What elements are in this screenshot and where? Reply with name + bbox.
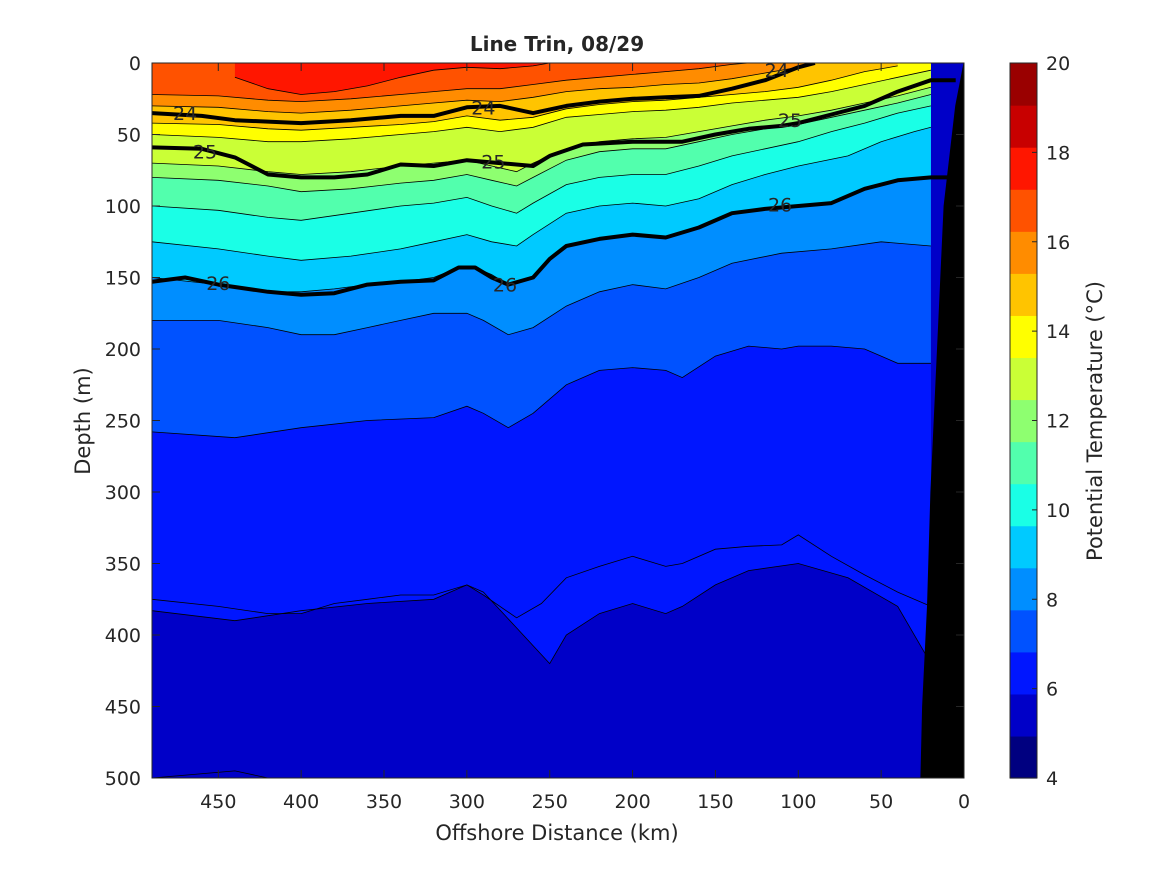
- y-tick-label: 400: [105, 625, 141, 647]
- colorbar-tick-label: 10: [1046, 500, 1070, 522]
- chart-title: Line Trin, 08/29: [470, 32, 644, 56]
- density-contour-25: [152, 78, 956, 180]
- isotherm-line-0: [152, 770, 269, 778]
- colorbar-segment: [1010, 693, 1037, 737]
- colorbar-label: Potential Temperature (°C): [1083, 281, 1107, 561]
- colorbar-segment: [1010, 609, 1037, 653]
- bathymetry-wedge: [920, 63, 964, 778]
- density-contour-label: 25: [481, 152, 505, 174]
- isotherm-line-12: [152, 63, 816, 114]
- colorbar-segment: [1010, 525, 1037, 569]
- isotherm-line-2: [152, 534, 932, 622]
- density-contour-label: 24: [765, 60, 789, 82]
- isotherm-line-7: [152, 105, 931, 221]
- x-tick-label: 450: [200, 791, 236, 813]
- x-tick-label: 100: [780, 791, 816, 813]
- density-contour-label: 26: [206, 273, 230, 295]
- colorbar-segment: [1010, 231, 1037, 274]
- y-tick-label: 0: [129, 53, 141, 75]
- isotherm-line-13: [152, 63, 749, 103]
- colorbar-segment: [1010, 567, 1037, 611]
- y-axis-label: Depth (m): [71, 367, 95, 474]
- colorbar-segment: [1010, 105, 1037, 148]
- density-contour-label: 25: [778, 110, 802, 132]
- colorbar-segment: [1010, 357, 1037, 401]
- x-tick-label: 200: [614, 791, 650, 813]
- density-contour-label: 24: [471, 97, 495, 119]
- isotherm-line-6: [152, 126, 932, 261]
- colorbar-segment: [1010, 735, 1037, 779]
- colorbar-tick-label: 12: [1046, 411, 1070, 433]
- density-contour-label: 25: [193, 142, 217, 164]
- colorbar-segment: [1010, 189, 1037, 232]
- colorbar-segment: [1010, 147, 1037, 190]
- colorbar-segment: [1010, 483, 1037, 527]
- y-tick-label: 300: [105, 482, 141, 504]
- colorbar-tick-label: 4: [1046, 768, 1058, 790]
- y-tick-label: 500: [105, 768, 141, 790]
- x-tick-label: 50: [869, 791, 893, 813]
- density-contour-label: 26: [768, 195, 792, 217]
- isotherm-line-4: [152, 241, 931, 336]
- colorbar-segment: [1010, 441, 1037, 485]
- colorbar-segment: [1010, 315, 1037, 359]
- y-tick-label: 200: [105, 339, 141, 361]
- x-axis-label: Offshore Distance (km): [435, 821, 678, 845]
- y-tick-label: 350: [105, 554, 141, 576]
- colorbar-tick-label: 14: [1046, 321, 1070, 343]
- colorbar-tick-label: 16: [1046, 232, 1070, 254]
- isotherm-line-10: [152, 69, 931, 143]
- density-contour-24: [152, 63, 816, 126]
- colorbar-tick-label: 6: [1046, 679, 1058, 701]
- y-tick-label: 100: [105, 196, 141, 218]
- y-tick-label: 250: [105, 411, 141, 433]
- x-tick-label: 400: [283, 791, 319, 813]
- density-contour-label: 26: [493, 275, 517, 297]
- temperature-band-14: [234, 63, 550, 95]
- density-contour-26: [152, 175, 951, 297]
- x-tick-label: 350: [366, 791, 402, 813]
- colorbar-tick-label: 18: [1046, 142, 1070, 164]
- x-tick-label: 150: [697, 791, 733, 813]
- density-contour-label: 24: [173, 103, 197, 125]
- y-tick-label: 150: [105, 268, 141, 290]
- isotherm-line-1: [152, 563, 932, 665]
- colorbar-segment: [1010, 651, 1037, 695]
- isotherm-line-3: [152, 345, 931, 439]
- colorbar-tick-label: 20: [1046, 53, 1070, 75]
- colorbar-segment: [1010, 63, 1037, 106]
- y-tick-label: 450: [105, 697, 141, 719]
- isotherm-line-14: [234, 63, 550, 95]
- colorbar-tick-label: 8: [1046, 589, 1058, 611]
- x-tick-label: 0: [958, 791, 970, 813]
- x-tick-label: 300: [449, 791, 485, 813]
- isotherm-line-11: [152, 65, 898, 131]
- y-tick-label: 50: [117, 125, 141, 147]
- colorbar-segment: [1010, 273, 1037, 316]
- x-tick-label: 250: [532, 791, 568, 813]
